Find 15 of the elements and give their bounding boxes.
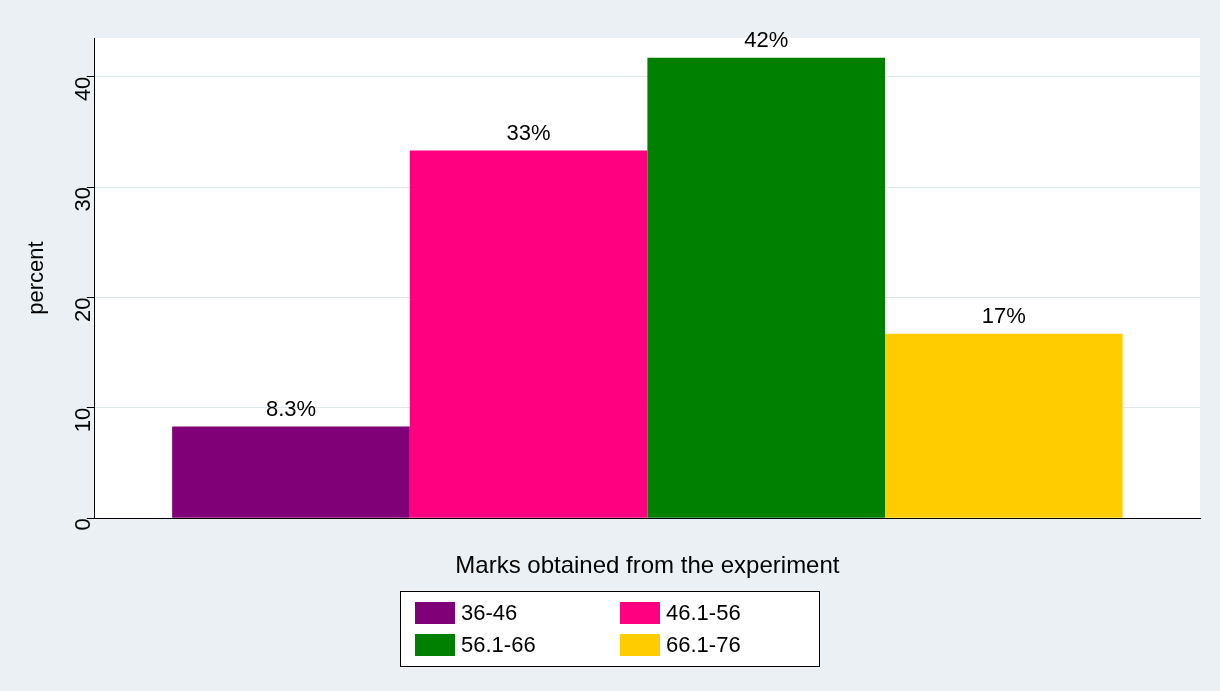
data-label: 17% xyxy=(981,302,1026,328)
y-tick-label: 0 xyxy=(69,518,95,531)
legend-label: 46.1-56 xyxy=(666,600,741,626)
y-tick-label: 10 xyxy=(69,407,95,433)
legend-label: 36-46 xyxy=(461,600,518,626)
x-axis-title: Marks obtained from the experiment xyxy=(455,551,840,579)
y-tick-label: 30 xyxy=(69,187,95,212)
y-tick-label: 20 xyxy=(69,297,95,322)
data-label: 42% xyxy=(744,26,789,52)
data-label: 33% xyxy=(506,119,551,145)
legend-label: 66.1-76 xyxy=(666,632,741,658)
y-tick-label: 40 xyxy=(69,76,95,102)
legend-label: 56.1-66 xyxy=(461,632,536,658)
data-label: 8.3% xyxy=(265,395,317,421)
y-axis-title: percent xyxy=(23,241,49,315)
